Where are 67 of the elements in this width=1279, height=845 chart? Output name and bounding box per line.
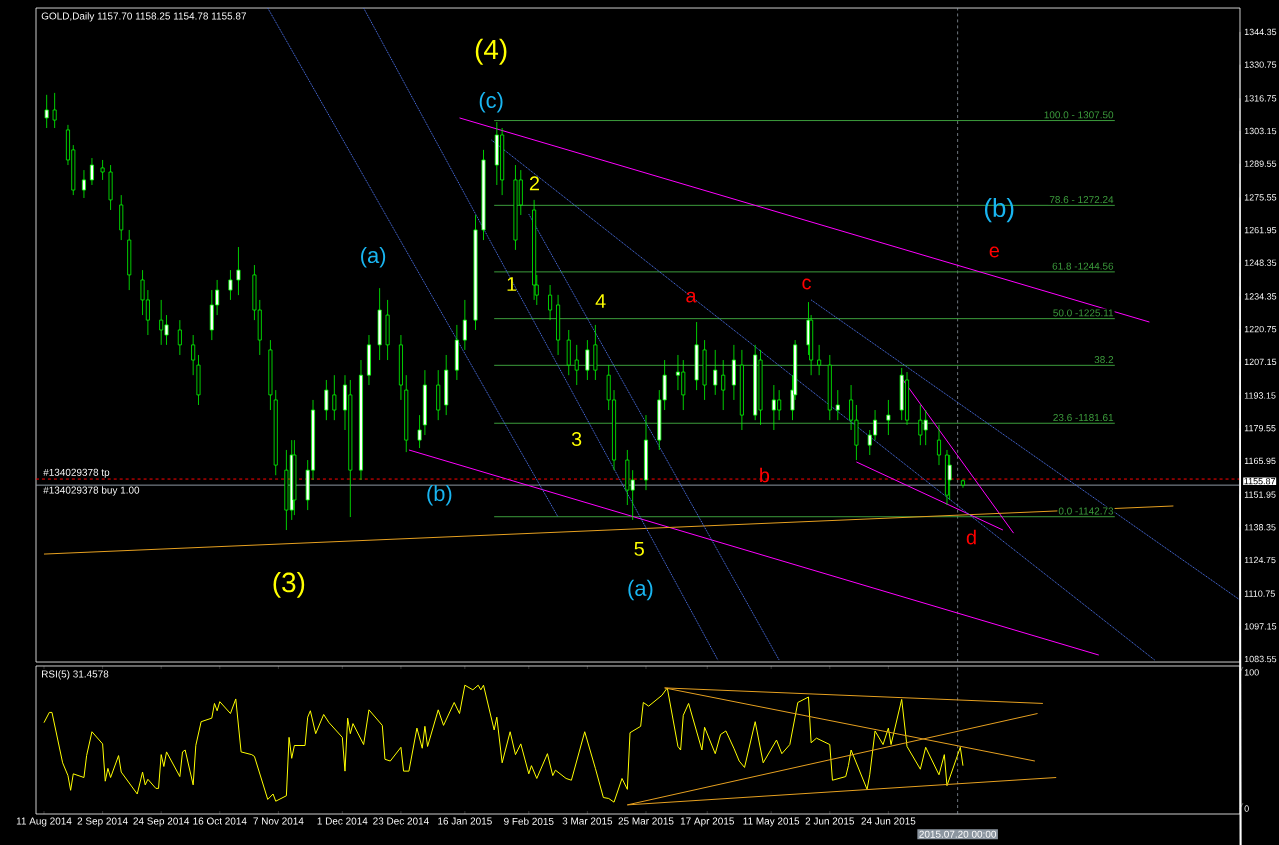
annotation: (b) bbox=[984, 198, 1014, 223]
y-tick-label: 1151.95 bbox=[1244, 491, 1276, 498]
y-tick-label: 1275.55 bbox=[1244, 194, 1277, 201]
series-label: 61.8 -1244.56 bbox=[1052, 262, 1114, 270]
annotation: (3) bbox=[273, 571, 305, 598]
annotation: 5 bbox=[634, 541, 644, 556]
annotation: 3 bbox=[571, 431, 582, 447]
x-tick-label: 2 Sep 2014 bbox=[77, 817, 128, 827]
ref-line-label: 2015.07.20 00:00 bbox=[919, 830, 997, 838]
series-label: 50.0 -1225.11 bbox=[1053, 309, 1114, 317]
series-label: 78.6 - 1272.24 bbox=[1049, 196, 1114, 204]
y-tick-label: 1097.15 bbox=[1244, 623, 1277, 630]
y-tick-label: 1083.55 bbox=[1244, 655, 1277, 663]
y-tick-label: 1344.35 bbox=[1244, 28, 1277, 36]
annotation: e bbox=[989, 246, 1000, 258]
x-tick-label: 11 Aug 2014 bbox=[16, 817, 72, 827]
x-tick-label: 23 Dec 2014 bbox=[373, 817, 429, 825]
series-label: 38.2 bbox=[1094, 356, 1114, 364]
y-tick-label: 1207.15 bbox=[1244, 358, 1277, 366]
y-tick-label: 1289.55 bbox=[1244, 160, 1277, 167]
y-tick-label: 1179.55 bbox=[1244, 425, 1276, 432]
x-tick-label: 17 Apr 2015 bbox=[680, 817, 734, 827]
series-label: 0.0 -1142.73 bbox=[1058, 507, 1114, 515]
annotation: (a) bbox=[361, 246, 386, 268]
y-tick-label: 1138.35 bbox=[1244, 524, 1276, 531]
x-tick-label: 24 Jun 2015 bbox=[861, 817, 916, 825]
annotation: a bbox=[686, 291, 697, 303]
y-tick-label: 0 bbox=[1244, 805, 1249, 812]
y-tick-label: 1261.95 bbox=[1244, 226, 1277, 234]
y-tick-label: 100 bbox=[1244, 669, 1259, 676]
x-tick-label: 25 Mar 2015 bbox=[618, 817, 674, 825]
ref-line-label: #134029378 tp bbox=[43, 468, 110, 478]
y-tick-label: 1316.75 bbox=[1244, 95, 1277, 102]
annotation: (a) bbox=[628, 579, 653, 601]
y-tick-label: 1303.15 bbox=[1244, 127, 1277, 135]
x-tick-label: 24 Sep 2014 bbox=[133, 817, 190, 827]
annotation: (c) bbox=[479, 91, 503, 113]
y-tick-label: 1155.87 bbox=[1244, 477, 1276, 485]
annotation: (4) bbox=[475, 38, 507, 65]
annotation: 1 bbox=[507, 277, 517, 291]
x-tick-label: 9 Feb 2015 bbox=[504, 817, 554, 825]
annotation: 4 bbox=[595, 294, 606, 308]
y-tick-label: 1248.35 bbox=[1244, 259, 1277, 266]
x-tick-label: 11 May 2015 bbox=[743, 817, 800, 827]
annotation: 2 bbox=[529, 176, 539, 191]
y-tick-label: 1234.35 bbox=[1244, 293, 1277, 300]
series-label: 23.6 -1181.61 bbox=[1053, 414, 1114, 422]
x-tick-label: 3 Mar 2015 bbox=[562, 817, 613, 825]
y-tick-label: 1124.75 bbox=[1244, 556, 1276, 564]
x-tick-label: 7 Nov 2014 bbox=[253, 817, 304, 825]
y-tick-label: 1330.75 bbox=[1244, 61, 1277, 68]
chart-title: RSI(5) 31.4578 bbox=[42, 670, 109, 680]
chart-title: GOLD,Daily 1157.70 1158.25 1154.78 1155.87 bbox=[41, 12, 246, 22]
series-label: 100.0 - 1307.50 bbox=[1044, 111, 1114, 119]
annotation: (b) bbox=[427, 485, 452, 506]
x-tick-label: 2 Jun 2015 bbox=[805, 817, 854, 825]
x-tick-label: 16 Jan 2015 bbox=[438, 817, 492, 825]
y-tick-label: 1220.75 bbox=[1244, 325, 1277, 333]
y-tick-label: 1165.95 bbox=[1244, 457, 1276, 465]
annotation: b bbox=[760, 467, 770, 483]
annotation: c bbox=[802, 278, 812, 290]
ref-line-label: #134029378 buy 1.00 bbox=[43, 486, 140, 496]
y-tick-label: 1193.15 bbox=[1244, 392, 1276, 399]
x-tick-label: 1 Dec 2014 bbox=[317, 817, 368, 825]
annotation: d bbox=[966, 529, 976, 545]
y-tick-label: 1110.75 bbox=[1244, 590, 1275, 597]
x-tick-label: 16 Oct 2014 bbox=[193, 817, 247, 825]
